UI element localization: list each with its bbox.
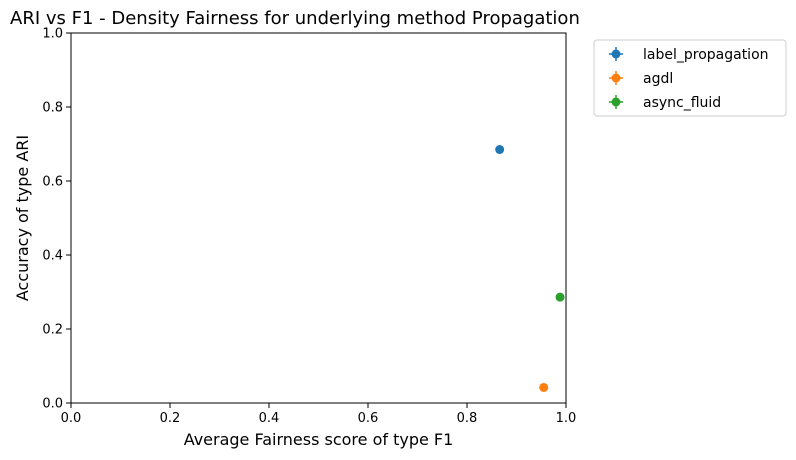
y-tick-label: 0.2 bbox=[42, 323, 63, 338]
y-tick-label: 1.0 bbox=[42, 27, 63, 42]
point-label-propagation bbox=[495, 145, 505, 155]
x-tick-label: 0.6 bbox=[358, 411, 379, 426]
y-tick-label: 0.4 bbox=[42, 249, 63, 264]
legend-label: async_fluid bbox=[643, 95, 721, 111]
x-tick-label: 0.2 bbox=[160, 411, 181, 426]
y-axis-ticks: 0.0 0.2 0.4 0.6 0.8 1.0 bbox=[42, 27, 71, 412]
y-tick-label: 0.0 bbox=[42, 397, 63, 412]
legend-label: label_propagation bbox=[643, 47, 769, 63]
legend-marker bbox=[611, 49, 621, 59]
x-axis-label: Average Fairness score of type F1 bbox=[184, 430, 454, 449]
point-agdl bbox=[539, 382, 549, 392]
plot-area bbox=[70, 32, 567, 404]
legend-label: agdl bbox=[643, 71, 673, 87]
legend-item-agdl: agdl bbox=[609, 71, 673, 87]
x-tick-label: 1.0 bbox=[556, 411, 577, 426]
legend-item-async-fluid: async_fluid bbox=[609, 95, 721, 111]
legend-marker bbox=[611, 97, 621, 107]
legend-box bbox=[593, 39, 787, 117]
legend-marker bbox=[611, 73, 621, 83]
x-axis-ticks: 0.0 0.2 0.4 0.6 0.8 1.0 bbox=[61, 403, 577, 426]
x-tick-label: 0.4 bbox=[259, 411, 280, 426]
legend-item-label-propagation: label_propagation bbox=[609, 47, 769, 63]
point-async-fluid bbox=[555, 292, 565, 302]
y-tick-label: 0.6 bbox=[42, 175, 63, 190]
chart-title: ARI vs F1 - Density Fairness for underly… bbox=[10, 8, 580, 29]
y-tick-label: 0.8 bbox=[42, 101, 63, 116]
x-tick-label: 0.0 bbox=[61, 411, 82, 426]
x-tick-label: 0.8 bbox=[457, 411, 478, 426]
data-points bbox=[495, 145, 565, 392]
y-axis-label: Accuracy of type ARI bbox=[13, 135, 32, 301]
